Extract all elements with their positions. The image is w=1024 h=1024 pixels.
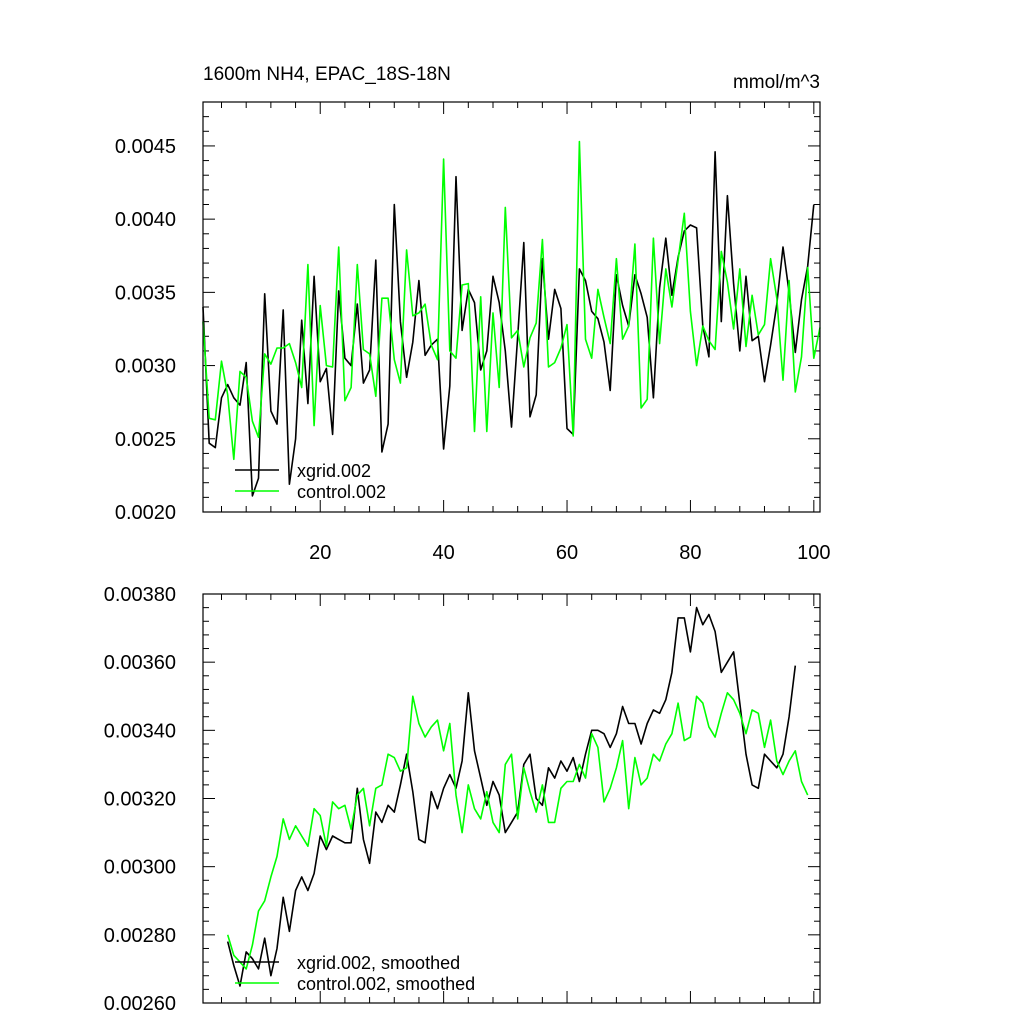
y-tick-label: 0.00380 (104, 584, 176, 606)
y-tick-label: 0.0020 (115, 502, 176, 524)
y-tick-label: 0.0025 (115, 429, 176, 451)
plot-frame (202, 593, 821, 1004)
y-tick-label: 0.0030 (115, 356, 176, 378)
y-tick-label: 0.00260 (104, 993, 176, 1015)
y-tick-label: 0.00360 (104, 652, 176, 674)
y-tick-label: 0.00280 (104, 925, 176, 947)
series-line-control (202, 140, 821, 461)
x-tick-label: 60 (556, 542, 578, 564)
y-tick-label: 0.0040 (115, 209, 176, 231)
y-tick-label: 0.00340 (104, 720, 176, 742)
x-tick-label: 100 (797, 542, 830, 564)
series-line-control (226, 691, 809, 970)
y-tick-label: 0.00320 (104, 789, 176, 811)
legend-label: xgrid.002, smoothed (297, 953, 460, 973)
series-line-xgrid (202, 151, 815, 497)
y-tick-label: 0.00300 (104, 857, 176, 879)
chart-title: 1600m NH4, EPAC_18S-18N (203, 64, 451, 85)
top-panel: 1600m NH4, EPAC_18S-18N mmol/m^3 20 40 60 80 1… (115, 64, 831, 564)
x-tick-label: 80 (679, 542, 701, 564)
y-tick-label: 0.0045 (115, 136, 176, 158)
x-tick-label: 20 (309, 542, 331, 564)
bottom-panel: 0.00260 0.00280 0.00300 0.00320 0.00340 0.003… (104, 584, 821, 1015)
x-tick-label: 40 (433, 542, 455, 564)
legend-label: xgrid.002 (297, 461, 371, 481)
units-label: mmol/m^3 (733, 72, 820, 93)
series-line-xgrid (226, 606, 797, 987)
plot-frame (202, 101, 821, 513)
legend-label: control.002 (297, 482, 386, 502)
y-tick-label: 0.0035 (115, 282, 176, 304)
legend-label: control.002, smoothed (297, 974, 475, 994)
